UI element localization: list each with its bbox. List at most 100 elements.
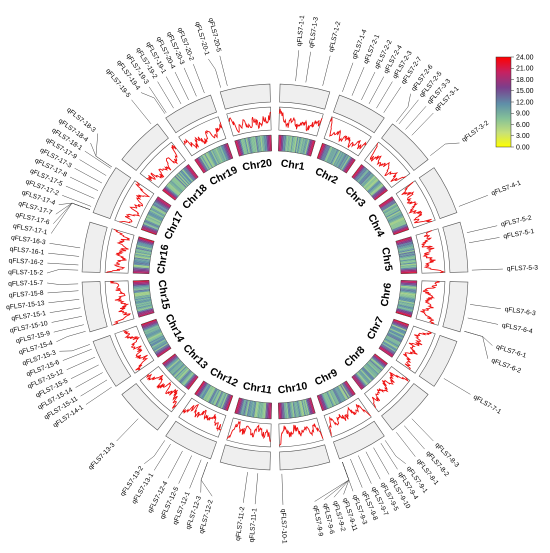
outer-box-chr2 bbox=[333, 94, 385, 134]
legend-tick-label: 12.00 bbox=[516, 99, 534, 106]
outer-box-chr3 bbox=[381, 123, 429, 171]
qtl-label: qFLS7-16-1 bbox=[9, 246, 45, 257]
qtl-connector bbox=[189, 459, 202, 489]
chromosome-chr1: Chr1 bbox=[278, 83, 331, 173]
qtl-connector bbox=[464, 331, 493, 346]
qtl-connector bbox=[53, 324, 84, 333]
qtl-connector bbox=[153, 443, 171, 471]
chromosome-label: Chr12 bbox=[208, 365, 240, 389]
qtl-connector bbox=[49, 243, 81, 249]
qtl-label: qFLS7-5-3 bbox=[507, 265, 539, 273]
qtl-connector bbox=[58, 202, 90, 210]
outer-box-chr6 bbox=[442, 281, 469, 333]
qtl-connector bbox=[342, 462, 350, 495]
qtl-label: qFLS7-7-1 bbox=[472, 394, 503, 416]
heatmap-chr20 bbox=[234, 135, 272, 157]
outer-box-chr16 bbox=[81, 221, 108, 273]
qtl-connector bbox=[368, 76, 385, 104]
chromosome-chr20: Chr20 bbox=[219, 83, 273, 173]
qtl-connector bbox=[62, 348, 92, 361]
chromosome-chr11: Chr11 bbox=[219, 380, 273, 471]
qtl-connector bbox=[53, 202, 90, 224]
qtl-connector bbox=[51, 316, 82, 323]
legend-tick-label: 24.00 bbox=[516, 54, 534, 61]
qtl-connector bbox=[165, 76, 182, 104]
qtl-connector bbox=[380, 443, 398, 470]
qtl-connector bbox=[74, 167, 102, 184]
line-trace-chr4 bbox=[401, 181, 432, 224]
qtl-connector bbox=[411, 418, 434, 442]
qtl-connector bbox=[131, 99, 152, 125]
line-trace-chr13 bbox=[145, 373, 179, 409]
qtl-label: qFLS7-5-1 bbox=[503, 228, 535, 240]
qtl-connector bbox=[365, 451, 381, 480]
heatmap-chr11 bbox=[234, 397, 272, 419]
qtl-connector bbox=[458, 195, 488, 207]
line-trace-chr17 bbox=[119, 181, 151, 224]
line-trace-chr8 bbox=[371, 371, 410, 409]
qtl-label: qFLS7-4-1 bbox=[490, 180, 522, 198]
chromosome-label: Chr7 bbox=[365, 315, 387, 342]
qtl-label: qFLS7-11-2 bbox=[235, 506, 247, 541]
qtl-connector bbox=[411, 112, 434, 136]
qtl-connector bbox=[243, 472, 248, 503]
qtl-connector bbox=[358, 455, 372, 484]
heatmap-chr2 bbox=[317, 143, 356, 174]
chromosome-chr14: Chr14 bbox=[92, 312, 187, 387]
color-legend: 24.00 21.00 18.00 15.00 12.00 9.00 6.00 3.00 0.0… bbox=[495, 54, 534, 151]
qtl-label: qFLS7-20-1 bbox=[193, 21, 210, 57]
qtl-connector bbox=[144, 440, 166, 464]
qtl-label: qFLS7-6-1 bbox=[495, 344, 527, 360]
line-track-chr20 bbox=[226, 106, 272, 137]
outer-box-chr5 bbox=[442, 221, 469, 273]
heatmap-chr5 bbox=[395, 236, 417, 274]
qtl-connector bbox=[396, 432, 416, 457]
qtl-connector bbox=[254, 473, 259, 505]
heatmap-chr4 bbox=[378, 196, 409, 236]
line-trace-chr9 bbox=[329, 404, 371, 436]
heatmap-chr14 bbox=[141, 318, 172, 358]
heatmap-chr19 bbox=[194, 143, 234, 174]
qtl-label: qFLS7-15-2 bbox=[8, 269, 43, 277]
qtl-connector bbox=[466, 225, 498, 233]
heatmap-chr17 bbox=[141, 196, 172, 235]
qtl-label: qFLS7-5-2 bbox=[500, 215, 532, 229]
qtl-connector bbox=[157, 81, 174, 109]
qtl-connector bbox=[305, 51, 311, 83]
line-trace-chr20 bbox=[228, 111, 272, 134]
qtl-connector bbox=[314, 462, 350, 502]
qtl-connector bbox=[383, 86, 402, 113]
chromosome-label: Chr5 bbox=[379, 247, 395, 273]
outer-box-chr12 bbox=[165, 420, 217, 460]
line-trace-chr11 bbox=[226, 420, 271, 442]
chromosome-label: Chr11 bbox=[242, 380, 273, 396]
qtl-connector bbox=[48, 299, 80, 304]
qtl-connector bbox=[66, 356, 96, 370]
chromosome-label: Chr6 bbox=[379, 282, 395, 308]
outer-box-chr10 bbox=[279, 444, 331, 471]
line-trace-chr10 bbox=[279, 423, 324, 446]
line-trace-chr1 bbox=[278, 108, 323, 132]
qtl-connector bbox=[47, 282, 79, 285]
line-track-chr12 bbox=[178, 397, 227, 438]
line-trace-chr7 bbox=[403, 330, 432, 370]
qtl-connector bbox=[373, 447, 390, 475]
line-track-chr6 bbox=[415, 280, 446, 326]
qtl-connector bbox=[464, 331, 489, 359]
qtl-connector bbox=[470, 304, 501, 309]
line-track-chr7 bbox=[395, 325, 436, 374]
chromosome-label: Chr14 bbox=[162, 312, 186, 344]
legend-tick-label: 15.00 bbox=[516, 88, 534, 95]
outer-box-chr20 bbox=[219, 83, 271, 110]
qtl-label: qFLS7-13-3 bbox=[87, 441, 116, 471]
chromosome-chr6: Chr6 bbox=[379, 280, 469, 333]
line-trace-chr15 bbox=[110, 280, 131, 326]
heatmap-chr6 bbox=[395, 280, 417, 318]
qtl-connector bbox=[69, 176, 99, 191]
qtl-connector bbox=[84, 150, 111, 169]
qtl-label: qFLS7-6-3 bbox=[504, 306, 536, 317]
line-trace-chr3 bbox=[369, 143, 407, 182]
qtl-connector bbox=[404, 425, 425, 450]
line-track-chr3 bbox=[364, 141, 411, 188]
outer-box-chr14 bbox=[92, 335, 132, 387]
